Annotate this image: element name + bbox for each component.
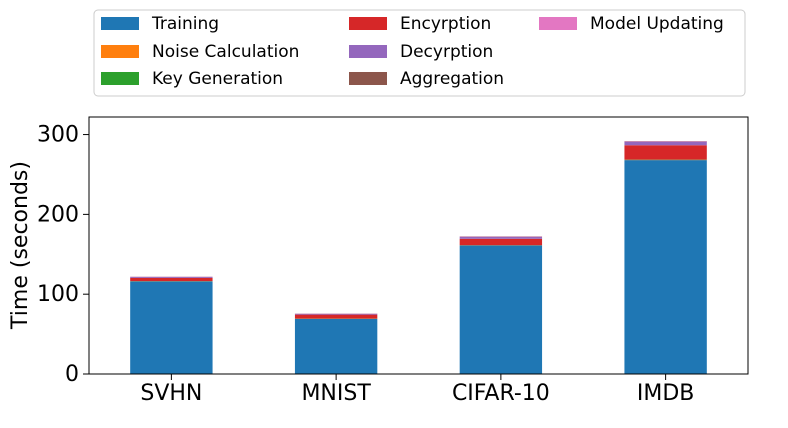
bar-cifar-10-decyrption xyxy=(459,236,543,239)
legend-swatch-decyrption xyxy=(349,45,387,58)
legend-swatch-aggregation xyxy=(349,72,387,85)
bars xyxy=(130,141,707,374)
bar-svhn-decyrption xyxy=(130,276,213,278)
bar-mnist-encyrption xyxy=(294,314,378,319)
bar-imdb-training xyxy=(624,160,707,374)
legend-label-aggregation: Aggregation xyxy=(400,69,504,89)
bar-imdb-decyrption xyxy=(624,141,707,146)
legend: Training Noise Calculation Key Generation E… xyxy=(93,9,746,97)
legend-frame xyxy=(93,9,746,97)
bar-svhn-training xyxy=(130,281,213,374)
legend-label-decyrption: Decyrption xyxy=(400,42,493,62)
bar-mnist-decyrption xyxy=(294,313,378,315)
x-tick-label-mnist: MNIST xyxy=(301,381,371,406)
legend-label-model-updating: Model Updating xyxy=(590,14,724,34)
legend-label-key-generation: Key Generation xyxy=(152,69,283,89)
bar-imdb-encyrption xyxy=(624,145,707,160)
x-tick-label-imdb: IMDB xyxy=(637,381,695,406)
legend-label-noise-calculation: Noise Calculation xyxy=(152,42,299,62)
x-tick-label-svhn: SVHN xyxy=(140,381,202,406)
y-tick-label: 0 xyxy=(65,362,79,387)
bar-svhn-encyrption xyxy=(130,277,213,282)
legend-swatch-encyrption xyxy=(349,17,387,30)
y-tick-label: 100 xyxy=(37,282,79,307)
x-axis: SVHN MNIST CIFAR-10 IMDB xyxy=(140,374,694,406)
y-axis: 0 100 200 300 xyxy=(37,123,89,387)
bar-mnist-training xyxy=(294,318,378,374)
y-axis-label: Time (seconds) xyxy=(8,161,33,330)
bar-cifar-10-training xyxy=(459,245,543,374)
y-tick-label: 300 xyxy=(37,123,79,148)
bar-cifar-10-encyrption xyxy=(459,238,543,246)
legend-label-encyrption: Encyrption xyxy=(400,14,491,34)
legend-swatch-noise-calculation xyxy=(101,45,139,58)
plot-frame xyxy=(88,116,749,375)
legend-label-training: Training xyxy=(151,14,219,34)
legend-swatch-key-generation xyxy=(101,72,139,85)
legend-swatch-model-updating xyxy=(539,17,577,30)
x-tick-label-cifar-10: CIFAR-10 xyxy=(452,381,550,406)
legend-swatch-training xyxy=(101,17,139,30)
y-tick-label: 200 xyxy=(37,202,79,227)
